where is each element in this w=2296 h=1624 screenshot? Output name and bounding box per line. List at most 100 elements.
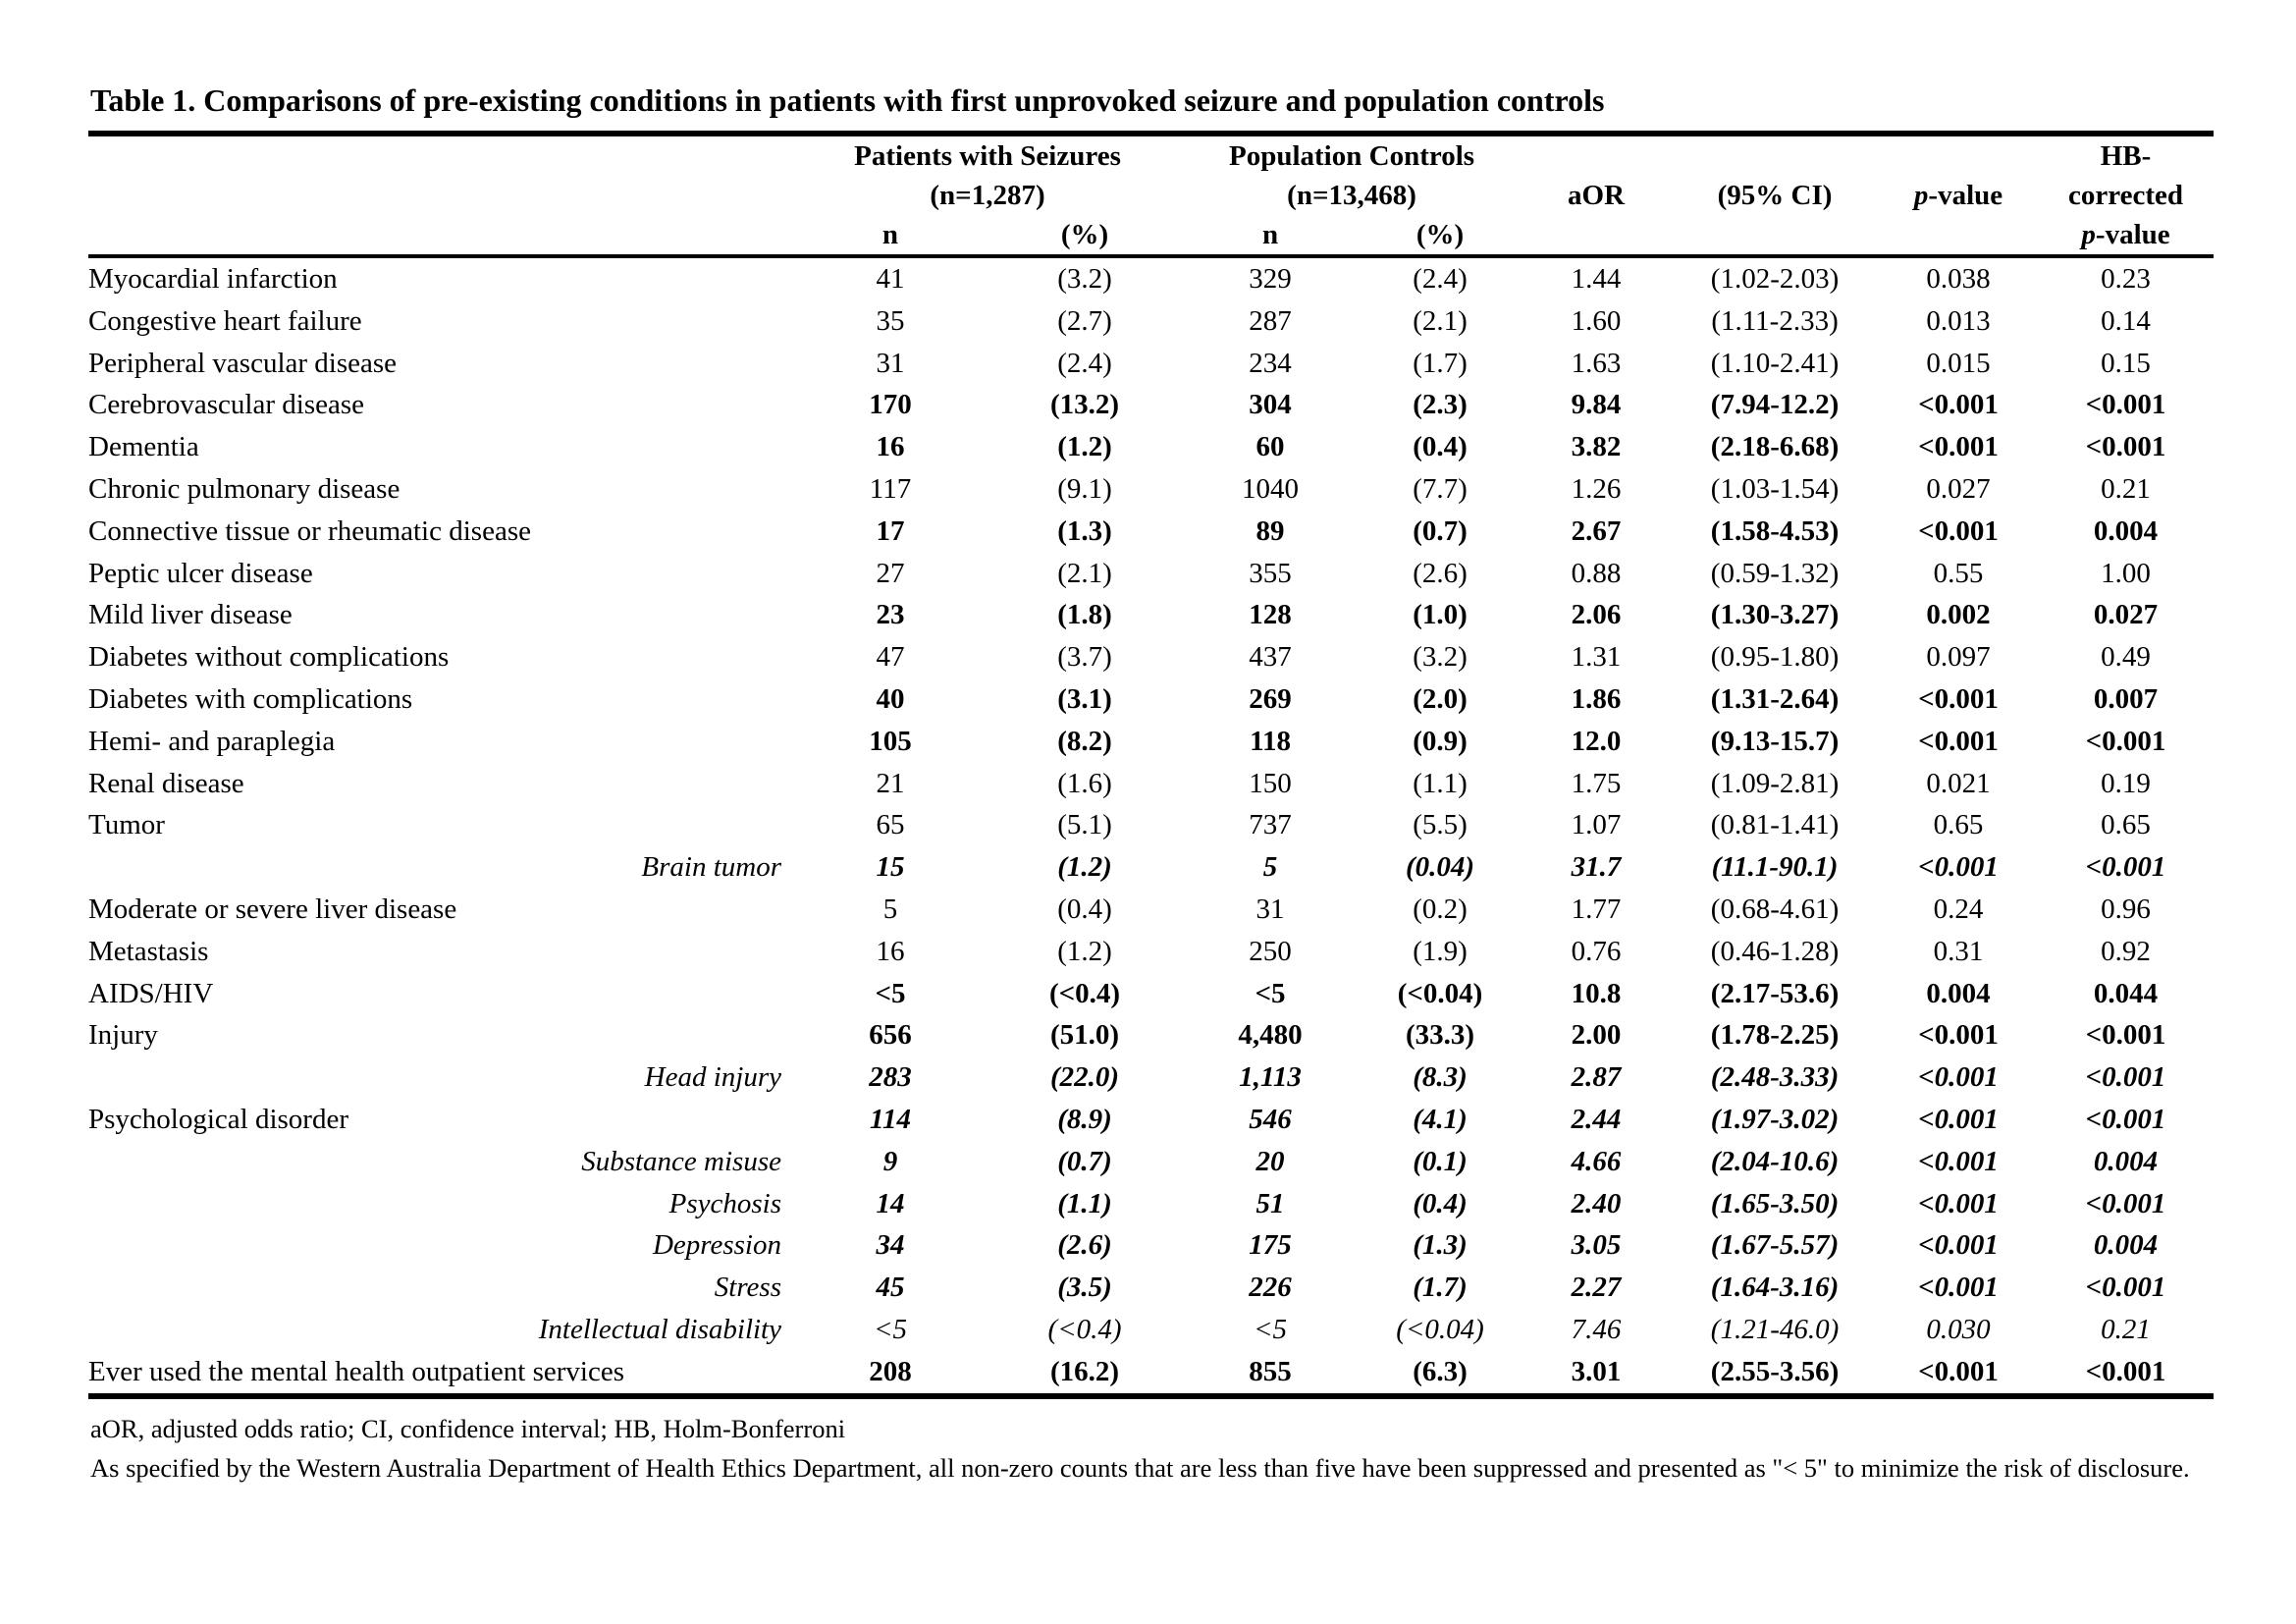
row-label: Moderate or severe liver disease: [88, 893, 457, 925]
header-empty: [1879, 215, 2039, 258]
cell-pct-seizures: (1.6): [1057, 767, 1112, 799]
cell-pct-seizures: (3.5): [1057, 1272, 1112, 1304]
cell-aor: 1.07: [1571, 809, 1622, 841]
cell-pct-controls: (2.1): [1413, 304, 1468, 337]
cell-hb-pvalue: 0.15: [2101, 347, 2151, 379]
header-seizures-total: (n=1,287): [930, 180, 1045, 211]
header-empty: [1879, 134, 2038, 176]
header-seizures-group: Patients with Seizures: [854, 140, 1121, 172]
cell-ci: (1.10-2.41): [1710, 347, 1840, 379]
footnote-abbreviations: aOR, adjusted odds ratio; CI, confidence…: [90, 1414, 846, 1443]
cell-n-seizures: 105: [869, 725, 912, 757]
cell-ci: (0.46-1.28): [1710, 935, 1840, 967]
cell-n-controls: 234: [1249, 347, 1292, 379]
row-label: AIDS/HIV: [88, 977, 214, 1009]
cell-n-seizures: 283: [869, 1061, 912, 1094]
cell-pvalue: <0.001: [1918, 1103, 1999, 1135]
cell-ci: (0.59-1.32): [1710, 557, 1840, 589]
row-label: Congestive heart failure: [88, 304, 362, 337]
cell-pct-controls: (3.2): [1413, 641, 1468, 674]
cell-aor: 31.7: [1571, 851, 1622, 884]
cell-aor: 4.66: [1571, 1145, 1622, 1177]
cell-aor: 3.01: [1571, 1355, 1622, 1387]
cell-ci: (1.65-3.50): [1710, 1187, 1840, 1219]
cell-n-seizures: 15: [876, 851, 905, 884]
header-row-totals: (n=1,287) (n=13,468) aOR (95% CI) p-valu…: [88, 176, 2214, 215]
cell-aor: 2.67: [1571, 514, 1622, 547]
cell-hb-pvalue: 0.007: [2093, 682, 2159, 715]
header-empty: [1671, 134, 1879, 176]
cell-pct-controls: (1.3): [1413, 1229, 1468, 1262]
cell-hb-pvalue: 0.14: [2101, 304, 2151, 337]
cell-ci: (1.97-3.02): [1710, 1103, 1840, 1135]
cell-hb-pvalue: 0.027: [2093, 599, 2159, 631]
header-empty: [88, 134, 793, 176]
table-row: Psychosis 14 (1.1) 51 (0.4) 2.40 (1.65-3.50) <0…: [88, 1183, 2214, 1225]
cell-ci: (0.95-1.80): [1710, 641, 1840, 674]
cell-pvalue: 0.55: [1933, 557, 1984, 589]
cell-ci: (1.67-5.57): [1710, 1229, 1840, 1262]
cell-aor: 1.26: [1571, 472, 1622, 505]
cell-pct-seizures: (1.1): [1057, 1187, 1112, 1219]
cell-ci: (7.94-12.2): [1710, 389, 1840, 421]
row-label: Substance misuse: [581, 1145, 781, 1177]
cell-aor: 1.75: [1571, 767, 1622, 799]
row-label: Cerebrovascular disease: [88, 389, 365, 421]
cell-aor: 1.44: [1571, 263, 1622, 295]
header-aor: aOR: [1568, 180, 1626, 211]
cell-ci: (0.68-4.61): [1710, 893, 1840, 925]
cell-pvalue: <0.001: [1918, 514, 1999, 547]
cell-n-controls: 1,113: [1239, 1061, 1302, 1094]
cell-pct-seizures: (3.2): [1057, 263, 1112, 295]
cell-pct-seizures: (2.6): [1057, 1229, 1112, 1262]
cell-n-controls: 51: [1255, 1187, 1285, 1219]
cell-ci: (2.48-3.33): [1710, 1061, 1840, 1094]
cell-n-controls: 31: [1255, 893, 1285, 925]
header-ci: (95% CI): [1717, 180, 1833, 211]
cell-n-controls: 355: [1249, 557, 1292, 589]
cell-ci: (1.58-4.53): [1710, 514, 1840, 547]
row-label: Psychosis: [668, 1187, 781, 1219]
cell-pct-controls: (0.4): [1413, 431, 1468, 463]
cell-n-controls: 4,480: [1238, 1019, 1303, 1052]
cell-n-seizures: 23: [876, 599, 905, 631]
cell-pvalue: <0.001: [1918, 1229, 1999, 1262]
header-hb-line2: corrected: [2068, 180, 2184, 211]
table-row: Ever used the mental health outpatient s…: [88, 1351, 2214, 1396]
cell-n-seizures: <5: [875, 977, 906, 1009]
cell-aor: 0.88: [1571, 557, 1622, 589]
cell-ci: (1.09-2.81): [1710, 767, 1840, 799]
cell-hb-pvalue: 0.23: [2101, 263, 2151, 295]
cell-n-seizures: 21: [876, 767, 905, 799]
cell-pvalue: <0.001: [1918, 1145, 1999, 1177]
cell-n-controls: 1040: [1242, 472, 1300, 505]
cell-ci: (1.03-1.54): [1710, 472, 1840, 505]
cell-n-controls: <5: [1253, 1313, 1288, 1345]
cell-hb-pvalue: <0.001: [2085, 389, 2166, 421]
row-label: Dementia: [88, 431, 199, 463]
cell-pct-seizures: (0.7): [1057, 1145, 1112, 1177]
cell-pvalue: <0.001: [1918, 1272, 1999, 1304]
table-row: Injury 656 (51.0) 4,480 (33.3) 2.00 (1.78-2.25…: [88, 1014, 2214, 1056]
table-row: Diabetes with complications 40 (3.1) 269 (2.…: [88, 678, 2214, 721]
cell-hb-pvalue: 1.00: [2101, 557, 2151, 589]
header-hb-line3: p-value: [2038, 215, 2215, 258]
table-row: Substance misuse 9 (0.7) 20 (0.1) 4.66 (2.04-1…: [88, 1141, 2214, 1183]
header-hb-pvalue-suffix: -value: [2095, 219, 2170, 250]
cell-pvalue: <0.001: [1918, 389, 1999, 421]
cell-n-seizures: 14: [876, 1187, 905, 1219]
header-pct-seizures: (%): [988, 215, 1183, 258]
cell-n-seizures: 45: [876, 1272, 905, 1304]
cell-pct-controls: (2.3): [1413, 389, 1468, 421]
cell-pvalue: 0.013: [1926, 304, 1991, 337]
cell-n-controls: 304: [1249, 389, 1292, 421]
header-empty: [1671, 215, 1880, 258]
cell-pct-seizures: (1.3): [1057, 514, 1112, 547]
cell-ci: (1.11-2.33): [1711, 304, 1839, 337]
cell-pct-controls: (7.7): [1413, 472, 1468, 505]
cell-pct-seizures: (1.2): [1057, 851, 1112, 884]
cell-pct-seizures: (51.0): [1049, 1019, 1120, 1052]
row-label: Depression: [652, 1229, 781, 1262]
cell-n-seizures: 114: [870, 1103, 911, 1135]
header-controls-total: (n=13,468): [1287, 180, 1416, 211]
